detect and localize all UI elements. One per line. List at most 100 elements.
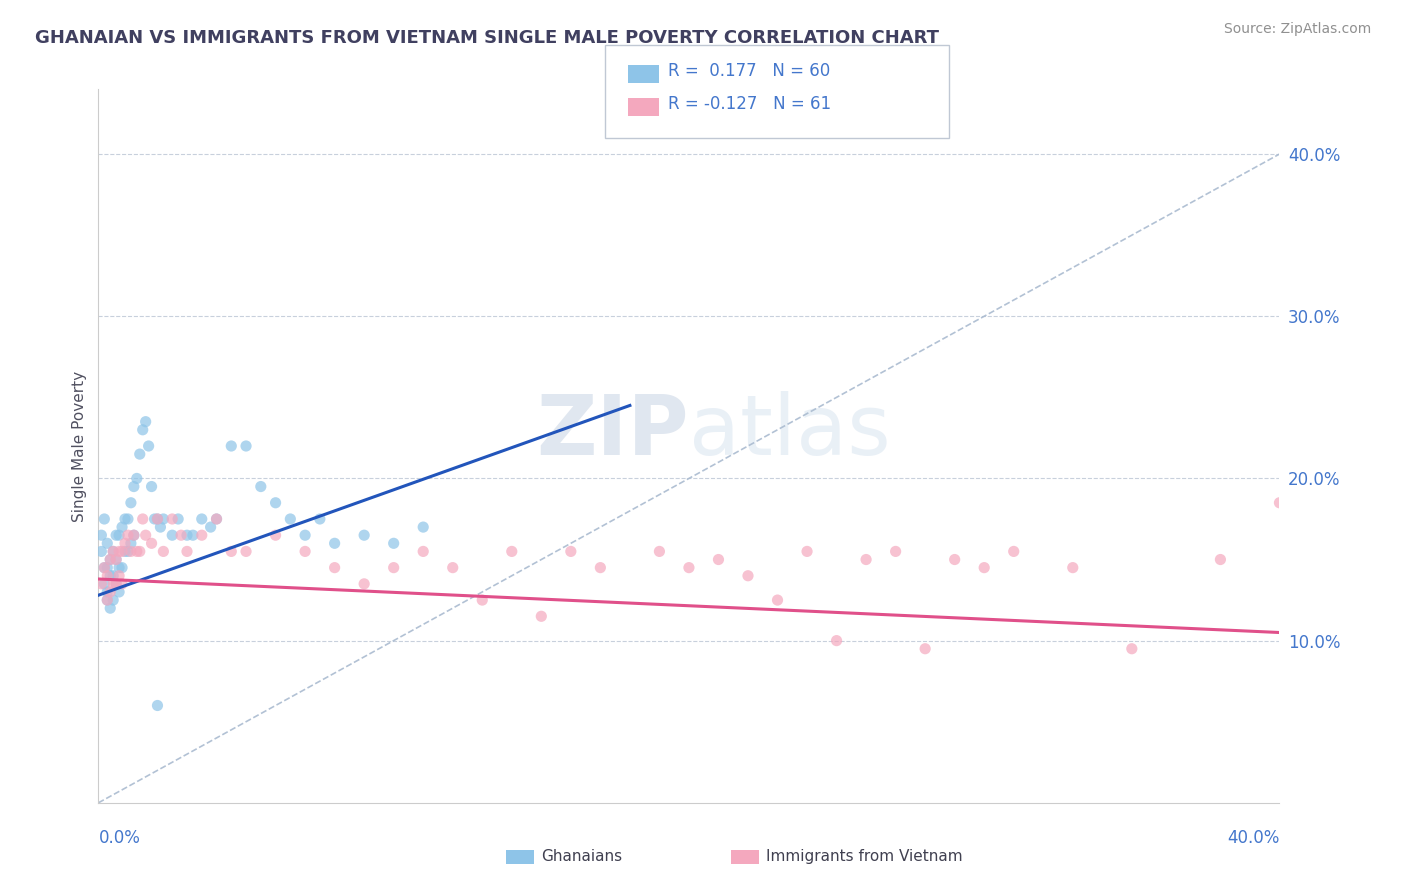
Point [103,544,125,558]
Point [205,512,228,526]
Point [93,560,115,574]
Point [176,544,198,558]
Point [914,641,936,656]
Point [120,536,142,550]
Point [96,560,118,574]
Point [200,520,222,534]
Point [128,544,150,558]
Point [90,577,112,591]
Point [114,544,136,558]
Point [412,544,434,558]
Point [93,512,115,526]
Point [108,544,131,558]
Point [382,536,405,550]
Text: R =  0.177   N = 60: R = 0.177 N = 60 [668,62,830,80]
Point [235,439,257,453]
Point [143,512,166,526]
Text: 0.0%: 0.0% [98,829,141,847]
Point [648,544,671,558]
Point [152,512,174,526]
Point [96,593,118,607]
Y-axis label: Single Male Poverty: Single Male Poverty [72,370,87,522]
Point [501,544,523,558]
Point [111,520,134,534]
Point [135,415,157,429]
Point [146,698,169,713]
Point [167,512,190,526]
Point [132,512,155,526]
Text: Immigrants from Vietnam: Immigrants from Vietnam [766,849,963,863]
Point [1209,552,1232,566]
Point [149,520,172,534]
Point [105,528,128,542]
Point [105,577,128,591]
Point [108,568,131,582]
Point [1002,544,1025,558]
Point [146,512,169,526]
Point [264,496,287,510]
Point [309,512,332,526]
Point [162,528,183,542]
Point [122,528,145,542]
Point [884,544,907,558]
Point [250,479,273,493]
Point [323,560,346,574]
Point [117,512,139,526]
Point [120,544,142,558]
Point [98,585,121,599]
Point [96,593,118,607]
Point [108,560,131,574]
Point [114,512,136,526]
Point [219,439,242,453]
Text: Ghanaians: Ghanaians [541,849,623,863]
Point [219,544,242,558]
Point [191,512,214,526]
Point [103,568,125,582]
Point [103,593,125,607]
Point [93,560,115,574]
Point [105,552,128,566]
Point [108,528,131,542]
Point [138,439,160,453]
Point [98,601,121,615]
Point [855,552,877,566]
Point [108,585,131,599]
Point [264,528,287,542]
Point [707,552,730,566]
Point [90,528,112,542]
Point [146,512,169,526]
Point [530,609,553,624]
Point [122,528,145,542]
Point [90,544,112,558]
Point [589,560,612,574]
Point [560,544,582,558]
Point [98,552,121,566]
Point [235,544,257,558]
Point [737,568,759,582]
Text: Source: ZipAtlas.com: Source: ZipAtlas.com [1223,22,1371,37]
Point [103,577,125,591]
Point [1062,560,1084,574]
Point [122,479,145,493]
Point [181,528,204,542]
Point [105,552,128,566]
Point [111,544,134,558]
Point [141,479,163,493]
Point [353,528,375,542]
Point [120,496,142,510]
Text: 40.0%: 40.0% [1227,829,1279,847]
Point [125,544,148,558]
Point [96,536,118,550]
Point [125,471,148,485]
Point [323,536,346,550]
Point [796,544,818,558]
Point [1268,496,1291,510]
Point [678,560,700,574]
Point [132,423,155,437]
Point [111,577,134,591]
Point [191,528,214,542]
Point [170,528,193,542]
Point [294,544,316,558]
Text: ZIP: ZIP [537,392,689,472]
Point [382,560,405,574]
